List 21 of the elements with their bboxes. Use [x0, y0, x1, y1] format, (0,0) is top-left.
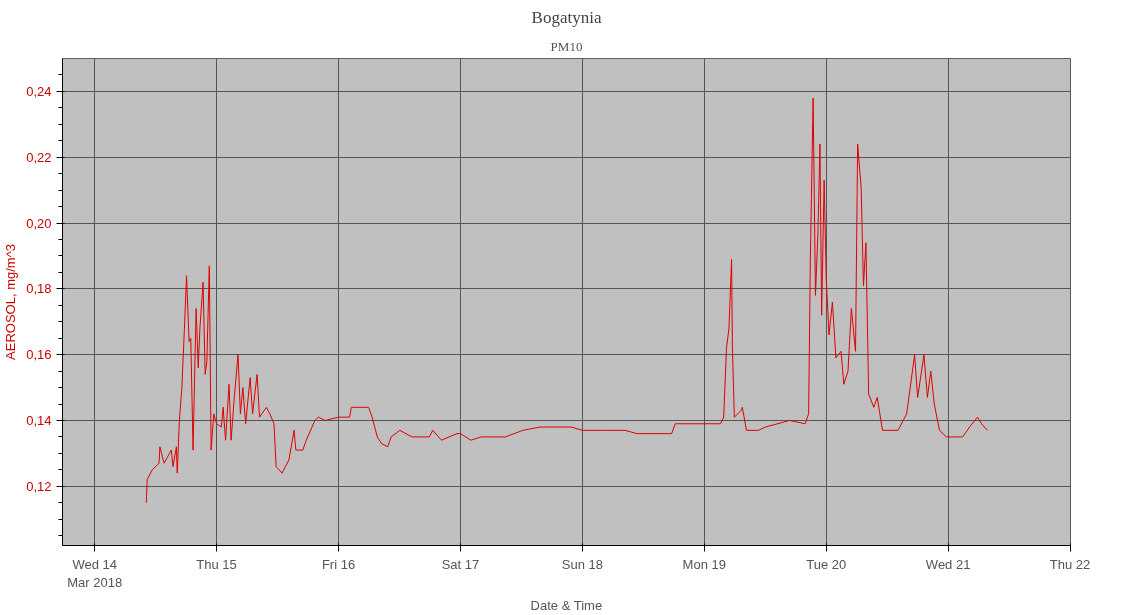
- x-tick-label: Thu 22: [1049, 556, 1091, 572]
- y-tick-label: 0,22: [26, 149, 52, 165]
- x-tick-label: Wed 14 Mar 2018: [67, 556, 123, 590]
- x-tick-label: Mon 19: [682, 556, 726, 572]
- y-tick-label: 0,16: [26, 347, 52, 363]
- chart-subtitle: PM10: [550, 38, 583, 54]
- x-tick-label: Wed 21: [925, 556, 971, 572]
- x-axis-title: Date & Time: [530, 597, 603, 613]
- x-tick-label: Sun 18: [561, 556, 603, 572]
- x-tick-label: Fri 16: [321, 556, 356, 572]
- y-tick-label: 0,18: [26, 281, 52, 297]
- y-tick-label: 0,24: [26, 83, 52, 99]
- chart-title: Bogatynia: [531, 7, 602, 27]
- x-tick-label: Tue 20: [806, 556, 847, 572]
- y-tick-label: 0,20: [26, 215, 52, 231]
- line-series: [145, 97, 988, 504]
- y-axis-title: AEROSOL, mg/m^3: [3, 244, 19, 360]
- y-tick-label: 0,12: [26, 478, 52, 494]
- x-tick-label: Sat 17: [441, 556, 480, 572]
- y-tick-label: 0,14: [26, 412, 52, 428]
- x-tick-label: Thu 15: [196, 556, 237, 572]
